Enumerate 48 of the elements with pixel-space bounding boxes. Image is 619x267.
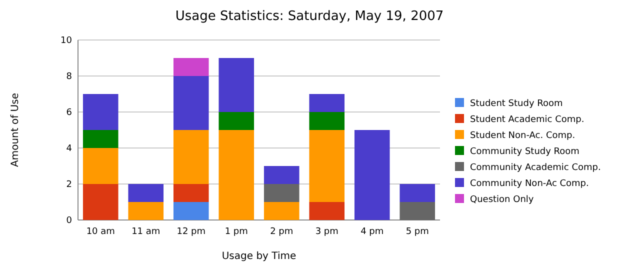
bar: [82, 184, 118, 220]
x-tick-label: 11 am: [132, 227, 160, 237]
bar: [173, 130, 209, 184]
bar: [354, 130, 390, 220]
bar: [173, 202, 209, 220]
bar: [82, 94, 118, 130]
legend-label: Community Academic Comp.: [470, 163, 601, 173]
bar: [173, 76, 209, 130]
bar: [309, 130, 345, 202]
bar: [128, 202, 164, 220]
bar: [309, 112, 345, 130]
legend-label: Community Non-Ac Comp.: [470, 179, 589, 189]
x-tick-label: 5 pm: [406, 227, 429, 237]
x-tick-label: 10 am: [86, 227, 115, 237]
x-tick-label: 4 pm: [360, 227, 384, 237]
bar: [309, 94, 345, 112]
x-tick-label: 12 pm: [176, 227, 206, 237]
bar: [309, 202, 345, 220]
bar: [173, 58, 209, 76]
legend-label: Student Academic Comp.: [470, 115, 584, 125]
bar: [218, 112, 254, 130]
y-tick-label: 8: [66, 72, 72, 82]
x-tick-label: 2 pm: [270, 227, 294, 237]
x-tick-label: 1 pm: [224, 227, 248, 237]
y-tick-label: 0: [66, 216, 72, 226]
bar: [82, 148, 118, 184]
bar: [400, 184, 436, 202]
x-tick-label: 3 pm: [315, 227, 338, 237]
bar: [218, 130, 254, 220]
bar: [82, 130, 118, 148]
bar: [128, 184, 164, 202]
bar: [264, 202, 300, 220]
x-axis-title: Usage by Time: [222, 251, 296, 262]
y-tick-label: 10: [60, 36, 72, 46]
bar: [400, 202, 436, 220]
legend-label: Community Study Room: [470, 147, 580, 157]
bar: [173, 184, 209, 202]
y-tick-label: 2: [66, 180, 72, 190]
y-tick-label: 6: [66, 108, 72, 118]
bar: [218, 58, 254, 112]
y-tick-label: 4: [66, 144, 72, 154]
legend-label: Student Non-Ac. Comp.: [470, 131, 576, 141]
y-axis-title: Amount of Use: [10, 93, 21, 167]
legend-label: Question Only: [470, 195, 534, 205]
chart-title: Usage Statistics: Saturday, May 19, 2007: [175, 9, 444, 24]
bar: [264, 184, 300, 202]
bar: [264, 166, 300, 184]
legend-label: Student Study Room: [470, 99, 563, 109]
